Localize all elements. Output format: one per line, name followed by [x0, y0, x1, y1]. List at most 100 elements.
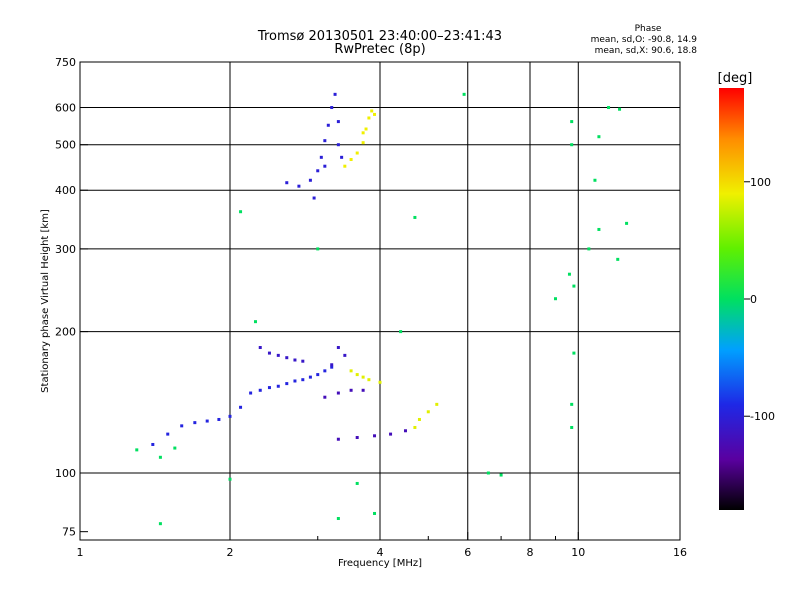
data-point: [570, 120, 574, 124]
colorbar-tick-label: 0: [750, 293, 757, 306]
data-point: [336, 143, 340, 147]
data-point: [293, 379, 297, 383]
data-point: [285, 181, 289, 185]
data-point: [370, 109, 374, 113]
y-tick-label: 200: [55, 326, 76, 339]
data-point: [567, 272, 571, 276]
data-point: [355, 373, 359, 377]
data-point: [572, 284, 576, 288]
colorbar-tick-label: 100: [750, 176, 771, 189]
data-point: [217, 417, 221, 421]
data-point: [553, 297, 557, 301]
data-point: [378, 380, 382, 384]
data-point: [364, 127, 368, 131]
data-points: [135, 92, 629, 526]
y-tick-label: 400: [55, 184, 76, 197]
data-point: [330, 106, 334, 110]
data-point: [151, 442, 155, 446]
data-point: [285, 382, 289, 386]
data-point: [572, 351, 576, 355]
data-point: [361, 141, 365, 145]
data-point: [239, 405, 243, 409]
x-tick-label: 1: [77, 546, 84, 559]
data-point: [293, 358, 297, 362]
data-point: [349, 388, 353, 392]
data-point: [336, 391, 340, 395]
colorbar-ticks: 100 0 -100: [744, 176, 775, 423]
data-point: [180, 424, 184, 428]
data-point: [587, 247, 591, 251]
data-point: [597, 135, 601, 139]
data-point: [462, 92, 466, 96]
data-point: [399, 330, 403, 334]
phase-stats-x: mean, sd,X: 90.6, 18.8: [595, 46, 698, 56]
data-point: [373, 434, 377, 438]
data-point: [158, 522, 162, 526]
data-point: [316, 169, 320, 173]
data-point: [173, 446, 177, 450]
data-point: [355, 481, 359, 485]
data-point: [499, 473, 503, 477]
data-point: [389, 432, 393, 436]
data-point: [625, 221, 629, 225]
data-point: [343, 164, 347, 168]
data-point: [413, 425, 417, 429]
data-point: [349, 158, 353, 162]
data-point: [323, 369, 327, 373]
phase-stats-heading: Phase: [635, 24, 662, 34]
data-point: [267, 386, 271, 390]
data-point: [258, 388, 262, 392]
data-point: [323, 164, 327, 168]
data-point: [316, 373, 320, 377]
x-tick-label: 16: [673, 546, 687, 559]
data-point: [413, 215, 417, 219]
data-point: [326, 123, 330, 127]
data-point: [276, 353, 280, 357]
y-axis-label: Stationary phase Virtual Height [km]: [40, 209, 51, 393]
chart-subtitle: RwPretec (8p): [334, 42, 425, 57]
data-point: [435, 402, 439, 406]
data-point: [319, 155, 323, 159]
data-point: [308, 375, 312, 379]
data-point: [301, 378, 305, 382]
data-point: [193, 421, 197, 425]
data-point: [570, 402, 574, 406]
data-point: [349, 369, 353, 373]
data-point: [367, 378, 371, 382]
y-tick-label: 300: [55, 243, 76, 256]
phase-colorbar: [719, 88, 744, 510]
x-tick-label: 8: [527, 546, 534, 559]
x-axis-label: Frequency [MHz]: [338, 558, 422, 569]
data-point: [336, 517, 340, 521]
data-point: [330, 365, 334, 369]
data-point: [336, 120, 340, 124]
data-point: [316, 247, 320, 251]
data-point: [486, 471, 490, 475]
x-axis-ticks: 1 2 4 6 8 10 16: [77, 532, 687, 559]
y-tick-label: 75: [62, 526, 76, 539]
data-point: [355, 436, 359, 440]
data-point: [597, 227, 601, 231]
data-point: [312, 196, 316, 200]
data-point: [340, 155, 344, 159]
data-point: [166, 432, 170, 436]
data-point: [308, 178, 312, 182]
data-point: [249, 391, 253, 395]
colorbar-label: [deg]: [718, 71, 753, 86]
phase-stats-o: mean, sd,O: -90.8, 14.9: [591, 35, 698, 45]
data-point: [258, 346, 262, 350]
x-tick-label: 10: [571, 546, 585, 559]
data-point: [330, 363, 334, 367]
data-point: [239, 210, 243, 214]
y-tick-label: 500: [55, 139, 76, 152]
data-point: [367, 116, 371, 120]
data-point: [355, 151, 359, 155]
data-point: [333, 92, 337, 96]
data-point: [361, 388, 365, 392]
data-point: [323, 395, 327, 399]
data-point: [253, 320, 257, 324]
data-point: [618, 107, 622, 111]
data-point: [336, 437, 340, 441]
y-tick-label: 750: [55, 56, 76, 69]
